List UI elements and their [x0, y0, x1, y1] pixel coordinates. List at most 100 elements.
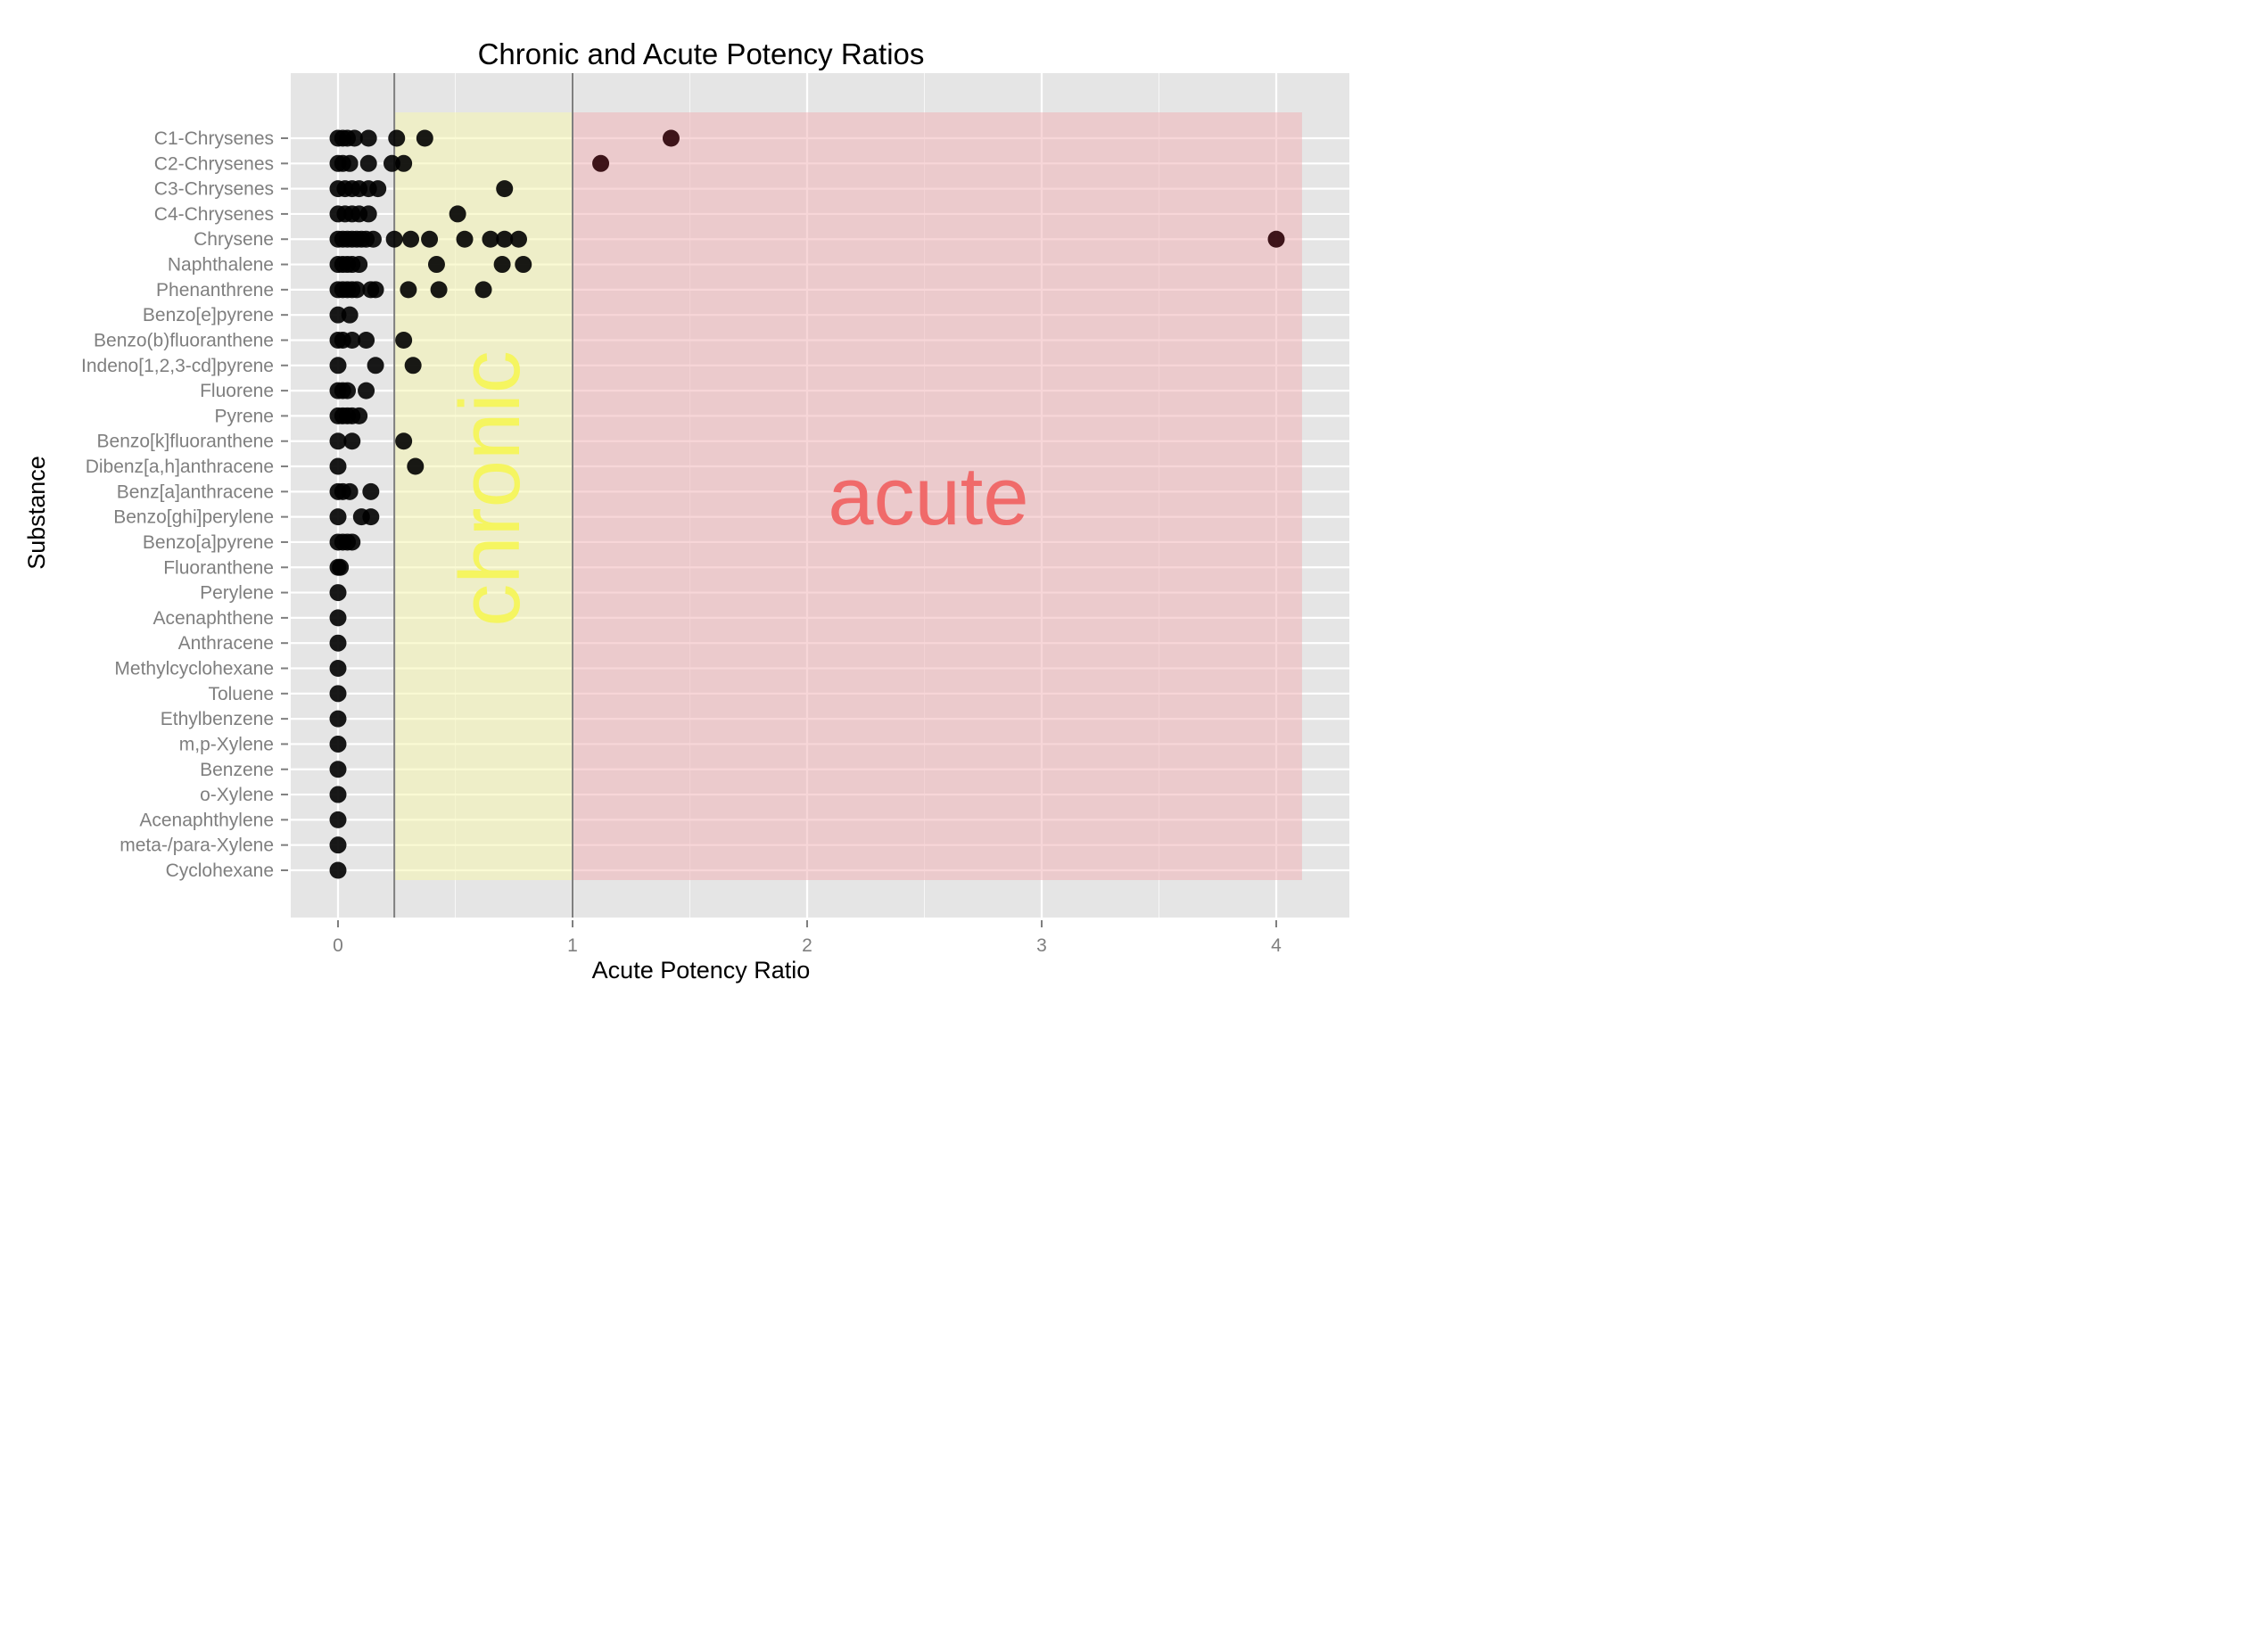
data-point — [339, 382, 357, 399]
data-point — [496, 230, 514, 248]
data-point — [359, 129, 377, 147]
data-point — [395, 331, 413, 349]
data-point — [329, 634, 347, 652]
y-tick-label: Phenanthrene — [156, 280, 274, 300]
y-tick-label: Acenaphthene — [153, 608, 274, 629]
data-point — [404, 357, 422, 375]
y-tick-label: C3-Chrysenes — [154, 179, 274, 200]
y-tick-label: Benzo[a]pyrene — [143, 532, 274, 553]
region-labels: chronic acute — [442, 350, 1028, 626]
data-point — [341, 306, 359, 324]
x-tick-label: 1 — [567, 935, 578, 956]
data-point — [329, 761, 347, 778]
data-point — [1267, 230, 1285, 248]
data-point — [364, 230, 382, 248]
data-point — [343, 432, 361, 450]
data-point — [383, 154, 400, 172]
data-point — [421, 230, 439, 248]
data-point — [341, 154, 359, 172]
data-point — [592, 154, 610, 172]
y-tick-label: Chrysene — [194, 229, 274, 250]
y-tick-label: Anthracene — [178, 633, 274, 654]
acute-region — [573, 112, 1302, 880]
data-point — [329, 357, 347, 375]
data-point — [329, 457, 347, 475]
data-point — [515, 256, 532, 274]
data-point — [351, 407, 368, 424]
chart-title: Chronic and Acute Potency Ratios — [478, 37, 925, 70]
data-point — [329, 306, 347, 324]
x-tick-label: 4 — [1271, 935, 1282, 956]
data-point — [341, 482, 359, 500]
y-tick-label: meta-/para-Xylene — [120, 836, 274, 856]
data-point — [416, 129, 433, 147]
y-tick-label: o-Xylene — [200, 785, 274, 805]
y-tick-label: Naphthalene — [168, 255, 274, 276]
data-point — [348, 281, 366, 299]
data-point — [329, 584, 347, 602]
data-point — [367, 357, 384, 375]
data-point — [496, 180, 514, 198]
chart: chronic acute C1-Chrysenes C2-Chrysenes C3… — [23, 37, 1349, 984]
data-point — [493, 256, 511, 274]
y-tick-label: C2-Chrysenes — [154, 153, 274, 174]
x-tick-label: 0 — [333, 935, 343, 956]
data-point — [329, 861, 347, 879]
data-point — [449, 205, 466, 223]
data-point — [329, 735, 347, 753]
x-tick-label: 2 — [802, 935, 812, 956]
data-point — [329, 508, 347, 526]
y-tick-label: C1-Chrysenes — [154, 128, 274, 149]
reference-lines — [393, 73, 573, 918]
data-point — [345, 129, 363, 147]
data-point — [329, 836, 347, 854]
y-axis-ticks: C1-Chrysenes C2-Chrysenes C3-Chrysenes C4-C… — [81, 128, 288, 881]
data-point — [369, 180, 387, 198]
data-point — [329, 811, 347, 828]
acute-region-label: acute — [828, 451, 1028, 542]
y-tick-label: Perylene — [200, 583, 274, 604]
y-axis-title: Substance — [23, 456, 50, 570]
y-tick-label: Benz[a]anthracene — [117, 482, 274, 502]
data-point — [358, 382, 375, 399]
data-point — [329, 609, 347, 627]
x-axis-ticks: 0 1 2 3 4 — [333, 920, 1282, 956]
y-tick-label: Benzene — [200, 760, 274, 780]
data-point — [362, 482, 380, 500]
y-tick-label: C4-Chrysenes — [154, 204, 274, 225]
data-point — [430, 281, 448, 299]
y-tick-label: Fluoranthene — [163, 557, 274, 578]
data-point — [456, 230, 474, 248]
y-tick-label: m,p-Xylene — [179, 734, 274, 754]
data-point — [510, 230, 528, 248]
y-tick-label: Fluorene — [200, 381, 274, 401]
data-point — [474, 281, 492, 299]
data-point — [400, 281, 417, 299]
data-point — [359, 205, 377, 223]
y-tick-label: Toluene — [208, 684, 274, 704]
data-point — [395, 154, 413, 172]
y-tick-label: Benzo(b)fluoranthene — [94, 330, 274, 350]
y-tick-label: Methylcyclohexane — [114, 659, 274, 679]
data-point — [662, 129, 680, 147]
data-point — [329, 432, 347, 450]
data-point — [351, 256, 368, 274]
y-tick-label: Ethylbenzene — [161, 709, 274, 729]
data-point — [427, 256, 445, 274]
data-point — [385, 230, 403, 248]
y-tick-label: Benzo[ghi]perylene — [113, 507, 274, 528]
y-tick-label: Cyclohexane — [166, 860, 274, 881]
y-tick-label: Indeno[1,2,3-cd]pyrene — [81, 356, 274, 376]
chronic-region-label: chronic — [442, 350, 538, 626]
x-axis-title: Acute Potency Ratio — [592, 957, 811, 984]
data-point — [329, 710, 347, 728]
data-point — [359, 154, 377, 172]
y-tick-label: Benzo[e]pyrene — [143, 305, 274, 325]
data-point — [395, 432, 413, 450]
data-point — [362, 508, 380, 526]
data-points — [329, 129, 1285, 879]
data-point — [407, 457, 425, 475]
data-point — [402, 230, 420, 248]
data-point — [332, 558, 350, 576]
data-point — [367, 281, 384, 299]
